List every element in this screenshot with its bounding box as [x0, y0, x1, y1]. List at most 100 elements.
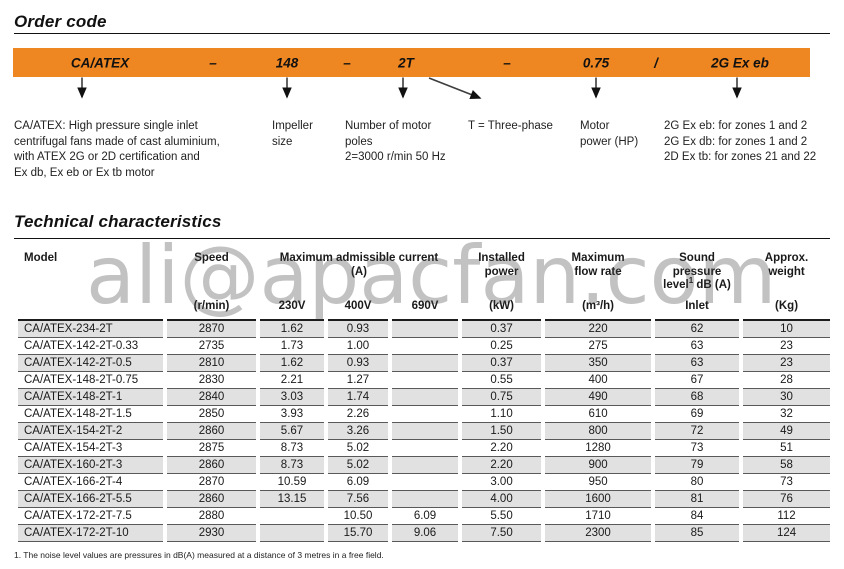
table-cell: 400 — [545, 372, 652, 389]
table-cell: 32 — [743, 406, 831, 423]
table-cell: 1600 — [545, 490, 652, 508]
table-cell: CA/ATEX-154-2T-2 — [18, 422, 163, 440]
footnote: 1. The noise level values are pressures … — [14, 550, 384, 560]
table-cell — [392, 320, 459, 338]
technical-divider — [14, 238, 830, 239]
header-sound-level: level — [663, 279, 689, 291]
table-cell: 2810 — [167, 354, 256, 372]
table-cell: 2875 — [167, 440, 256, 457]
header-weight: Approx. weight — [764, 252, 809, 278]
table-cell: 4.00 — [462, 490, 542, 508]
header-installed-power: Installed power — [478, 252, 525, 278]
table-cell: 6.09 — [328, 474, 388, 491]
table-cell: 5.02 — [328, 456, 388, 474]
table-cell: 28 — [743, 372, 831, 389]
table-cell: CA/ATEX-166-2T-4 — [18, 474, 163, 491]
table-cell — [260, 508, 324, 525]
header-sound-inlet: Inlet — [655, 293, 740, 321]
table-cell: 350 — [545, 354, 652, 372]
order-code-divider — [14, 33, 830, 34]
table-cell: 23 — [743, 354, 831, 372]
table-row: CA/ATEX-234-2T 2870 1.62 0.93 0.37 220 62 10 — [18, 320, 831, 338]
table-row: CA/ATEX-166-2T-4 2870 10.59 6.09 3.00 950 80 73 — [18, 474, 831, 491]
table-cell: 1280 — [545, 440, 652, 457]
explanation-zones: 2G Ex eb: for zones 1 and 2 2G Ex db: fo… — [664, 120, 817, 163]
code-segment-power: 0.75 — [582, 55, 610, 70]
table-cell: CA/ATEX-172-2T-7.5 — [18, 508, 163, 525]
table-cell: 8.73 — [260, 456, 324, 474]
table-cell: 79 — [655, 456, 740, 474]
table-cell — [392, 406, 459, 423]
table-cell: 2735 — [167, 338, 256, 355]
table-cell — [392, 388, 459, 406]
code-segment-dash: – — [343, 55, 351, 70]
table-row: CA/ATEX-142-2T-0.5 2810 1.62 0.93 0.37 350 63 2… — [18, 354, 831, 372]
table-cell: 5.50 — [462, 508, 542, 525]
table-cell: 0.93 — [328, 320, 388, 338]
table-cell: 2300 — [545, 524, 652, 542]
table-cell — [392, 456, 459, 474]
header-power-unit: (kW) — [462, 293, 542, 321]
table-row: CA/ATEX-172-2T-7.5 2880 10.50 6.09 5.50 1710 8… — [18, 508, 831, 525]
table-cell: CA/ATEX-234-2T — [18, 320, 163, 338]
table-cell: 15.70 — [328, 524, 388, 542]
table-cell: 63 — [655, 354, 740, 372]
table-cell — [392, 354, 459, 372]
table-cell: 1.62 — [260, 354, 324, 372]
table-cell: 1.00 — [328, 338, 388, 355]
table-cell: 73 — [743, 474, 831, 491]
table-cell: 2830 — [167, 372, 256, 389]
table-cell: 0.75 — [462, 388, 542, 406]
table-cell: CA/ATEX-142-2T-0.33 — [18, 338, 163, 355]
table-cell: 124 — [743, 524, 831, 542]
table-cell: 51 — [743, 440, 831, 457]
table-cell: 1.50 — [462, 422, 542, 440]
table-cell — [392, 474, 459, 491]
table-cell: CA/ATEX-148-2T-1.5 — [18, 406, 163, 423]
table-cell: 1.62 — [260, 320, 324, 338]
header-sound-unit-label: dB (A) — [696, 279, 731, 291]
explanation-motor-power: Motor power (HP) — [580, 120, 639, 148]
header-speed: Speed — [194, 252, 229, 264]
table-cell: 1710 — [545, 508, 652, 525]
table-row: CA/ATEX-148-2T-1 2840 3.03 1.74 0.75 490 68 30 — [18, 388, 831, 406]
table-cell: 2.20 — [462, 456, 542, 474]
header-230v: 230V — [260, 293, 324, 321]
table-cell: CA/ATEX-148-2T-0.75 — [18, 372, 163, 389]
table-cell: 8.73 — [260, 440, 324, 457]
explanation-motor-poles: Number of motor poles 2=3000 r/min 50 Hz — [345, 120, 446, 163]
table-cell: 5.02 — [328, 440, 388, 457]
table-cell: 2840 — [167, 388, 256, 406]
table-cell: 2880 — [167, 508, 256, 525]
table-cell: 2870 — [167, 474, 256, 491]
table-cell: 2860 — [167, 422, 256, 440]
table-cell: 72 — [655, 422, 740, 440]
table-cell: 112 — [743, 508, 831, 525]
table-cell: 2870 — [167, 320, 256, 338]
table-cell: 0.37 — [462, 354, 542, 372]
table-row: CA/ATEX-154-2T-2 2860 5.67 3.26 1.50 800 72 49 — [18, 422, 831, 440]
table-cell: 0.37 — [462, 320, 542, 338]
table-cell: 13.15 — [260, 490, 324, 508]
table-cell: 2930 — [167, 524, 256, 542]
table-cell — [392, 338, 459, 355]
table-cell: 10.50 — [328, 508, 388, 525]
header-weight-unit: (Kg) — [743, 293, 831, 321]
header-speed-unit: (r/min) — [167, 293, 256, 321]
table-cell: 10 — [743, 320, 831, 338]
table-cell: 1.73 — [260, 338, 324, 355]
header-sound-pressure: Sound pressure level1 dB (A) — [655, 246, 739, 293]
table-cell: 0.55 — [462, 372, 542, 389]
table-cell: 3.00 — [462, 474, 542, 491]
table-cell: 6.09 — [392, 508, 459, 525]
table-cell: 67 — [655, 372, 740, 389]
table-cell: 3.93 — [260, 406, 324, 423]
table-cell: CA/ATEX-166-2T-5.5 — [18, 490, 163, 508]
order-code-bar: CA/ATEX – 148 – 2T – 0.75 / 2G Ex eb — [13, 48, 810, 77]
table-cell: CA/ATEX-154-2T-3 — [18, 440, 163, 457]
explanation-three-phase: T = Three-phase — [468, 120, 553, 132]
code-segment-poles: 2T — [398, 55, 414, 70]
code-segment-dash: – — [209, 55, 217, 70]
table-cell: 81 — [655, 490, 740, 508]
table-row: CA/ATEX-172-2T-10 2930 15.70 9.06 7.50 2300 85… — [18, 524, 831, 542]
